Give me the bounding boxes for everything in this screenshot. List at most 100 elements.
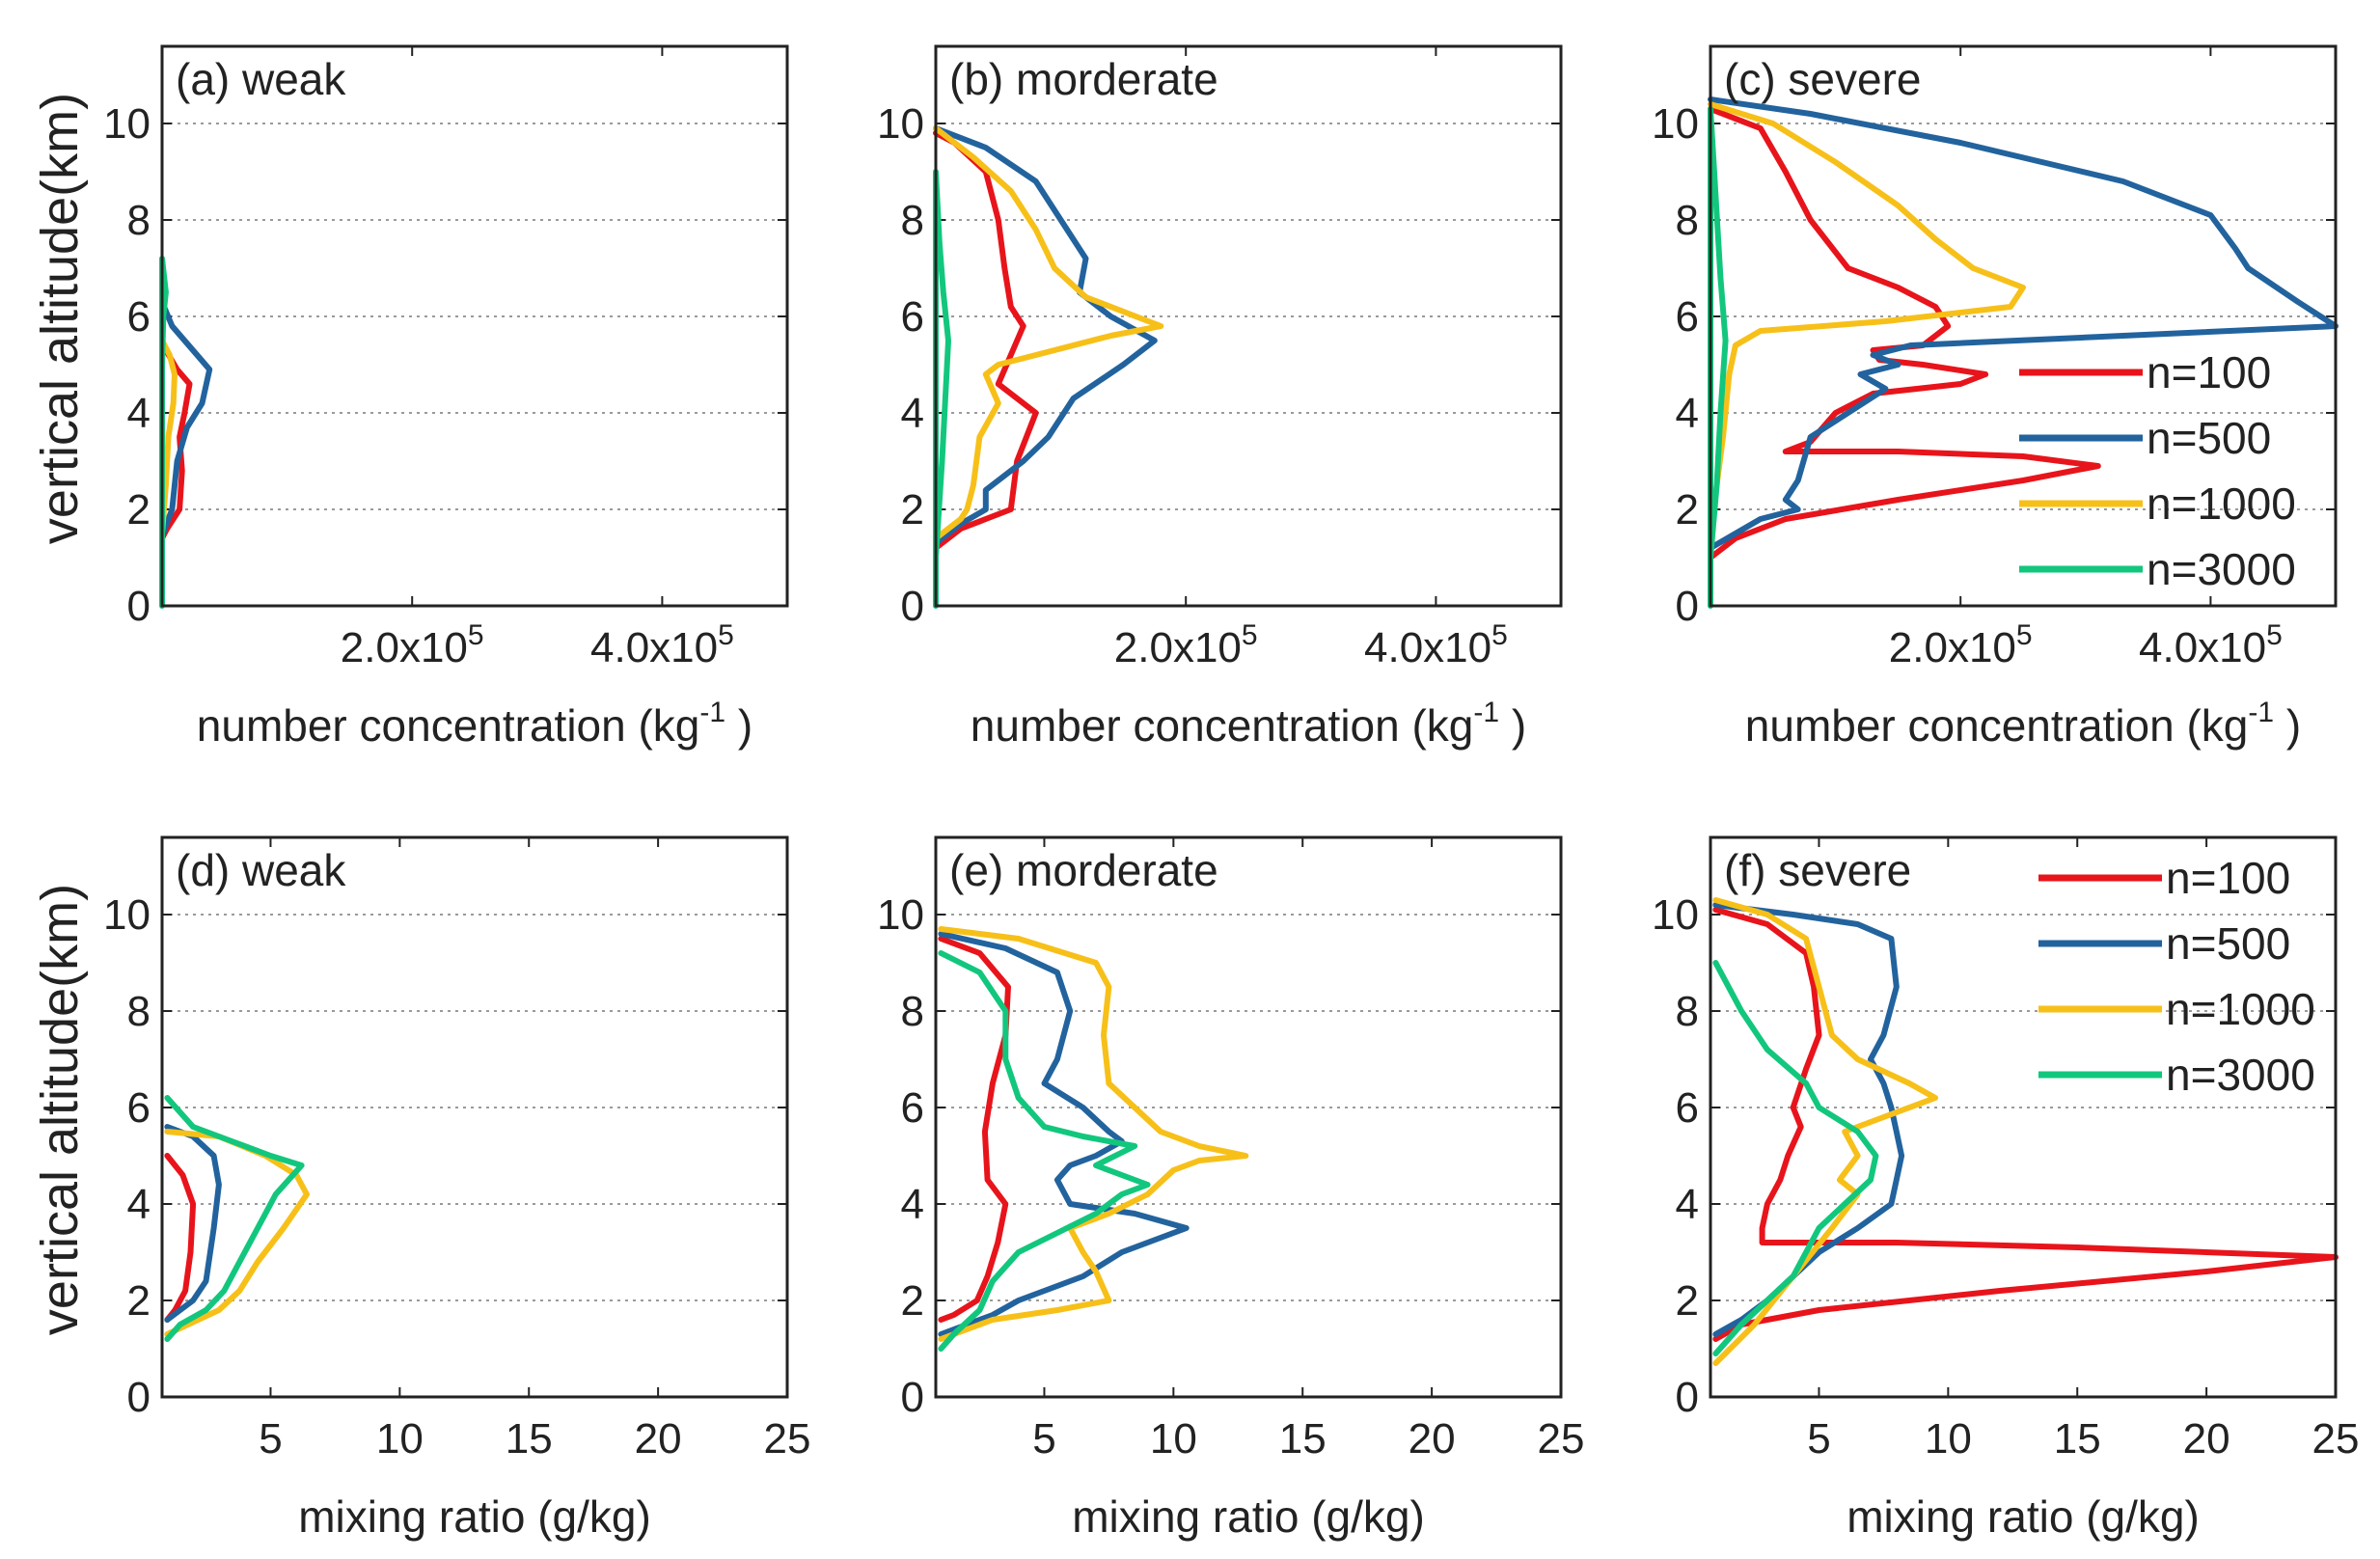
panel-title: (b) morderate (949, 54, 1218, 104)
y-tick-label: 6 (1676, 1084, 1699, 1132)
series-line-n-500 (933, 125, 1158, 546)
x-tick-label: 5 (1807, 1415, 1830, 1463)
y-axis-label-top: vertical altitude(km) (31, 93, 89, 544)
series-line-n-1000 (933, 125, 1164, 541)
legend: n=100 n=500 n=1000 n=3000 (2019, 347, 2296, 594)
y-tick-label: 8 (127, 988, 150, 1035)
chart-panel-a: 0 2 4 6 8 10 2.0x105 4.0x105 (a) weak number conc… (103, 44, 789, 751)
panel-title: (f) severe (1724, 845, 1911, 895)
series-line-n-100 (938, 936, 1011, 1323)
series-line-n-1000 (1712, 897, 1938, 1366)
x-tick-label: 5 (259, 1415, 282, 1463)
series-line-n-100 (933, 130, 1039, 551)
y-tick-label: 8 (901, 197, 924, 244)
legend-label-n-3000: n=3000 (2147, 544, 2296, 594)
x-tick-label: 25 (1538, 1415, 1585, 1463)
y-tick-label: 8 (127, 197, 150, 244)
y-tick-label: 8 (1676, 197, 1699, 244)
chart-panel-f: 0 2 4 6 8 10 5 10 15 20 25 (f) severe mixing ratio (… (1652, 835, 2360, 1542)
x-tick-label: 20 (1409, 1415, 1456, 1463)
y-tick-label: 4 (901, 390, 924, 437)
plot-frame (160, 44, 789, 608)
x-tick-label: 10 (376, 1415, 424, 1463)
series-line-n-100 (1712, 907, 2339, 1342)
x-axis-label: mixing ratio (g/kg) (1847, 1491, 2200, 1542)
x-axis-label: number concentration (kg-1 ) (971, 697, 1526, 751)
y-tick-label: 6 (1676, 293, 1699, 341)
x-axis-label: mixing ratio (g/kg) (1072, 1491, 1425, 1542)
x-tick-label: 25 (2312, 1415, 2360, 1463)
y-tick-label: 0 (127, 1374, 150, 1421)
y-tick-label: 4 (127, 390, 150, 437)
legend-label-n-100: n=100 (2147, 347, 2271, 397)
y-tick-label: 8 (901, 988, 924, 1035)
y-tick-label: 10 (877, 100, 924, 148)
y-tick-label: 4 (1676, 390, 1699, 437)
x-axis-label: number concentration (kg-1 ) (1745, 697, 2301, 751)
panel-title: (e) morderate (949, 845, 1218, 895)
x-tick-label: 10 (1925, 1415, 1972, 1463)
y-tick-label: 4 (901, 1181, 924, 1228)
plot-frame (934, 44, 1563, 608)
y-tick-label: 2 (127, 486, 150, 533)
series-line-n-1000 (1708, 101, 2026, 536)
legend-label-n-1000: n=1000 (2166, 984, 2315, 1034)
series-line-n-500 (1708, 96, 2339, 551)
series-line-n-3000 (164, 1095, 305, 1342)
x-tick-label: 4.0x105 (590, 619, 734, 671)
chart-panel-d: 0 2 4 6 8 10 5 10 15 20 25 (d) weak mixing ratio (g/… (103, 835, 811, 1542)
y-tick-label: 10 (877, 891, 924, 939)
legend-label-n-100: n=100 (2166, 853, 2290, 903)
plot-frame (934, 835, 1563, 1399)
panel-title: (c) severe (1724, 54, 1921, 104)
plot-frame (160, 835, 789, 1399)
y-tick-label: 6 (127, 293, 150, 341)
legend: n=100 n=500 n=1000 n=3000 (2038, 853, 2315, 1100)
y-tick-label: 10 (1652, 891, 1699, 939)
y-tick-label: 2 (1676, 1277, 1699, 1325)
series-line-n-500 (159, 299, 213, 541)
series-line-n-3000 (1708, 106, 1729, 609)
y-tick-label: 6 (901, 1084, 924, 1132)
chart-panel-c: 0 2 4 6 8 10 2.0x105 4.0x105 (c) severe number co… (1652, 44, 2339, 751)
legend-label-n-500: n=500 (2147, 413, 2271, 463)
panel-title: (d) weak (176, 845, 346, 895)
series-line-n-3000 (1712, 960, 1879, 1356)
series-line-n-100 (164, 1153, 197, 1323)
y-tick-label: 2 (901, 486, 924, 533)
series-line-n-3000 (938, 950, 1151, 1352)
y-tick-label: 0 (901, 583, 924, 630)
x-tick-label: 2.0x105 (1889, 619, 2033, 671)
plot-frame (1709, 835, 2338, 1399)
y-tick-label: 2 (1676, 486, 1699, 533)
x-tick-label: 20 (2183, 1415, 2230, 1463)
x-axis-label: number concentration (kg-1 ) (197, 697, 752, 751)
y-axis-label-bottom: vertical altitude(km) (31, 884, 89, 1335)
x-tick-label: 2.0x105 (341, 619, 484, 671)
y-tick-label: 10 (103, 891, 150, 939)
panel-title: (a) weak (176, 54, 346, 104)
series-line-n-500 (164, 1124, 222, 1323)
y-tick-label: 0 (1676, 583, 1699, 630)
x-tick-label: 4.0x105 (2139, 619, 2283, 671)
x-tick-label: 4.0x105 (1364, 619, 1508, 671)
y-tick-label: 4 (127, 1181, 150, 1228)
x-tick-label: 5 (1032, 1415, 1055, 1463)
y-tick-label: 8 (1676, 988, 1699, 1035)
legend-label-n-3000: n=3000 (2166, 1050, 2315, 1100)
x-tick-label: 20 (635, 1415, 682, 1463)
y-tick-label: 0 (1676, 1374, 1699, 1421)
x-tick-label: 25 (764, 1415, 811, 1463)
y-tick-label: 2 (901, 1277, 924, 1325)
chart-panel-b: 0 2 4 6 8 10 2.0x105 4.0x105 (b) morderate number… (877, 44, 1563, 751)
series-line-n-1000 (938, 926, 1249, 1342)
y-tick-label: 2 (127, 1277, 150, 1325)
y-tick-label: 6 (901, 293, 924, 341)
x-tick-label: 15 (1279, 1415, 1327, 1463)
legend-label-n-1000: n=1000 (2147, 479, 2296, 529)
x-tick-label: 15 (506, 1415, 553, 1463)
plot-frame (1709, 44, 2338, 608)
x-tick-label: 10 (1150, 1415, 1197, 1463)
y-tick-label: 0 (127, 583, 150, 630)
